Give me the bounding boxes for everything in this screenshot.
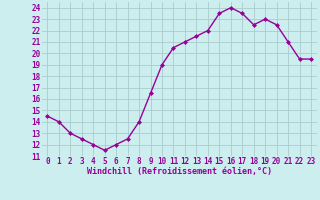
X-axis label: Windchill (Refroidissement éolien,°C): Windchill (Refroidissement éolien,°C): [87, 167, 272, 176]
